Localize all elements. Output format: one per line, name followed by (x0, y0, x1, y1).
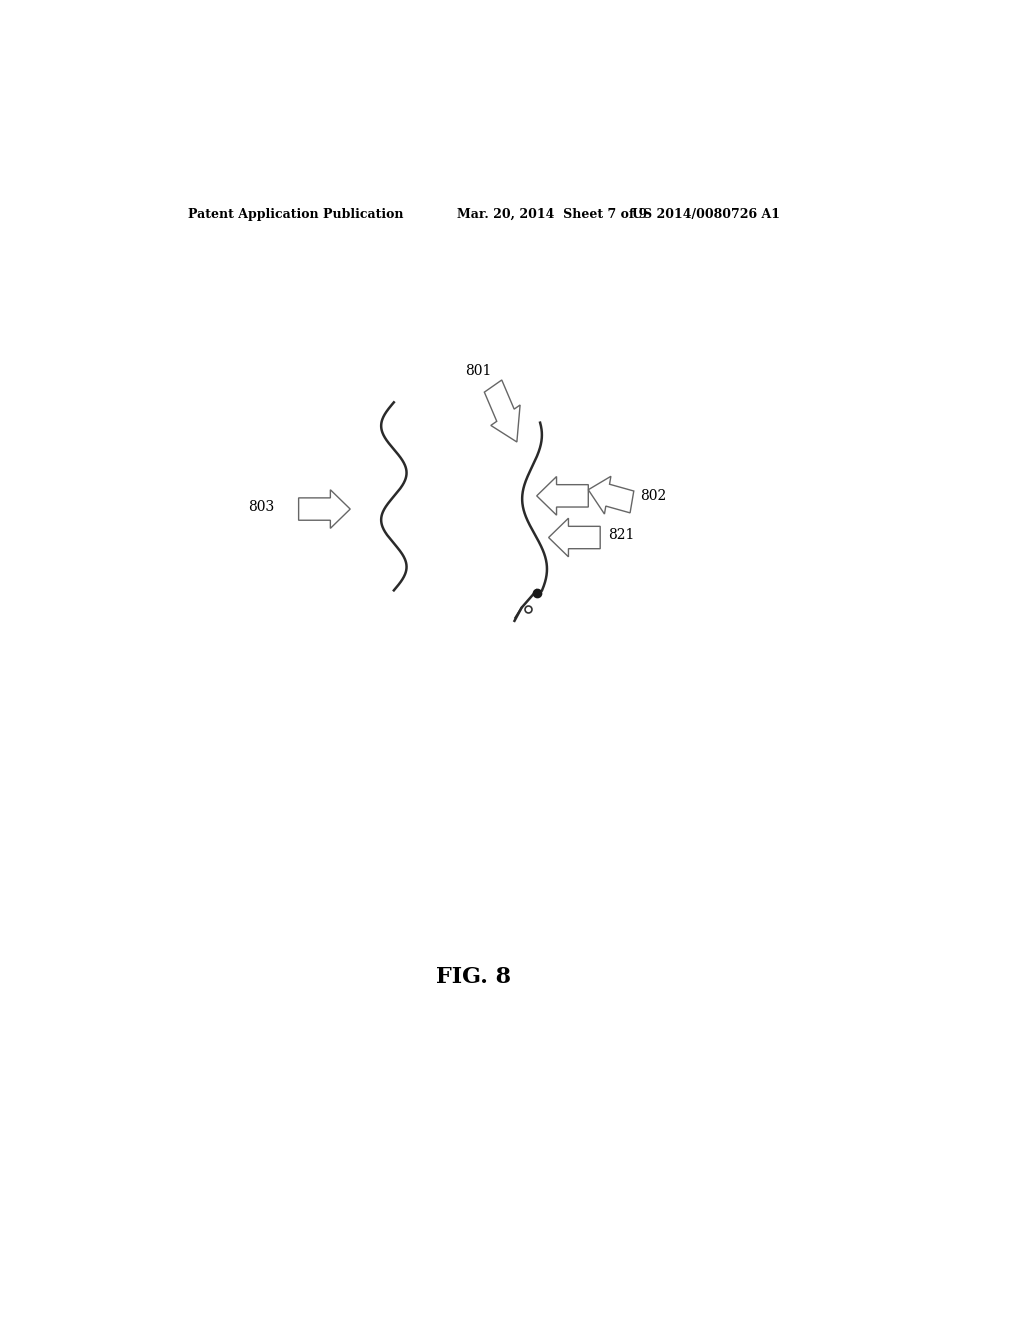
Text: 825: 825 (595, 487, 621, 500)
Text: Mar. 20, 2014  Sheet 7 of 9: Mar. 20, 2014 Sheet 7 of 9 (458, 209, 647, 222)
FancyArrow shape (588, 477, 634, 513)
Text: 802: 802 (640, 488, 667, 503)
FancyArrow shape (537, 477, 588, 515)
FancyArrow shape (549, 519, 600, 557)
Text: 803: 803 (249, 500, 274, 513)
Text: Patent Application Publication: Patent Application Publication (187, 209, 403, 222)
FancyArrow shape (299, 490, 350, 528)
Text: 801: 801 (465, 364, 492, 378)
Text: US 2014/0080726 A1: US 2014/0080726 A1 (632, 209, 780, 222)
Text: FIG. 8: FIG. 8 (435, 966, 511, 987)
FancyArrow shape (484, 380, 520, 442)
Text: 821: 821 (608, 528, 635, 543)
